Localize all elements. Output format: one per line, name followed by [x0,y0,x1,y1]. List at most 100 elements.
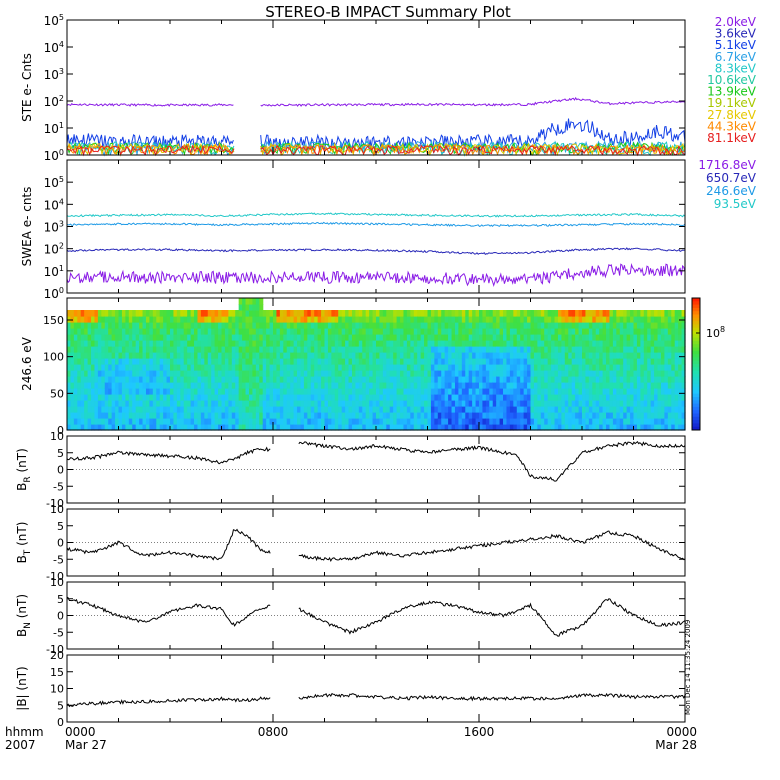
heatmap-cell [406,418,411,425]
heatmap-cell [544,328,549,335]
heatmap-cell [327,406,332,413]
heatmap-cell [84,406,89,413]
heatmap-cell [327,334,332,341]
heatmap-cell [276,400,281,407]
heatmap-cell [252,424,257,431]
y-tick-label: -10 [46,643,64,656]
heatmap-cell [183,322,188,329]
colorbar-cell [692,311,700,315]
heatmap-cell [259,304,264,311]
heatmap-cell [379,394,384,401]
heatmap-cell [561,412,566,419]
heatmap-cell [430,310,435,317]
heatmap-cell [427,328,432,335]
heatmap-cell [228,406,233,413]
heatmap-cell [674,352,679,359]
heatmap-cell [557,328,562,335]
heatmap-cell [152,364,157,371]
heatmap-cell [149,334,154,341]
heatmap-cell [279,346,284,353]
y-tick-label: 102 [44,242,64,257]
heatmap-cell [647,364,652,371]
heatmap-cell [67,322,72,329]
heatmap-cell [430,328,435,335]
heatmap-cell [108,412,113,419]
heatmap-cell [125,316,130,323]
heatmap-cell [255,406,260,413]
heatmap-cell [533,412,538,419]
heatmap-cell [190,340,195,347]
heatmap-cell [454,424,459,431]
heatmap-cell [87,376,92,383]
heatmap-cell [561,340,566,347]
heatmap-cell [516,352,521,359]
y-tick-label: 103 [44,67,64,82]
heatmap-cell [616,346,621,353]
heatmap-cell [327,352,332,359]
heatmap-cell [578,406,583,413]
heatmap-cell [190,418,195,425]
legend-entry: 3.6keV [715,27,757,41]
heatmap-cell [578,316,583,323]
heatmap-cell [568,424,573,431]
heatmap-cell [444,352,449,359]
heatmap-cell [499,310,504,317]
heatmap-cell [503,382,508,389]
heatmap-cell [602,424,607,431]
heatmap-cell [660,388,665,395]
heatmap-cell [348,400,353,407]
heatmap-cell [379,400,384,407]
heatmap-cell [592,364,597,371]
heatmap-cell [592,358,597,365]
heatmap-cell [403,376,408,383]
heatmap-cell [427,412,432,419]
heatmap-cell [317,364,322,371]
heatmap-cell [73,376,78,383]
heatmap-cell [111,424,116,431]
heatmap-cell [479,346,484,353]
heatmap-cell [568,340,573,347]
heatmap-cell [145,346,150,353]
heatmap-cell [671,358,676,365]
heatmap-cell [382,400,387,407]
y-tick-label: 104 [44,197,64,212]
colorbar-cell [692,400,700,405]
heatmap-cell [204,394,209,401]
heatmap-cell [362,370,367,377]
heatmap-cell [125,424,130,431]
heatmap-cell [482,328,487,335]
heatmap-cell [80,322,85,329]
heatmap-cell [128,424,133,431]
heatmap-cell [530,364,535,371]
heatmap-cell [647,370,652,377]
heatmap-cell [437,418,442,425]
heatmap-cell [482,334,487,341]
heatmap-cell [475,388,480,395]
heatmap-cell [279,388,284,395]
heatmap-cell [242,412,247,419]
heatmap-cell [527,346,532,353]
heatmap-cell [166,334,171,341]
heatmap-cell [595,376,600,383]
heatmap-cell [643,406,648,413]
heatmap-cell [372,310,377,317]
heatmap-cell [451,340,456,347]
heatmap-cell [410,382,415,389]
heatmap-cell [582,328,587,335]
heatmap-cell [650,310,655,317]
heatmap-cell [582,412,587,419]
heatmap-cell [485,406,490,413]
heatmap-cell [331,328,336,335]
heatmap-cell [410,406,415,413]
heatmap-cell [640,382,645,389]
heatmap-cell [523,418,528,425]
heatmap-cell [121,340,126,347]
heatmap-cell [671,394,676,401]
heatmap-cell [427,424,432,431]
heatmap-cell [537,328,542,335]
heatmap-cell [149,382,154,389]
heatmap-cell [499,352,504,359]
heatmap-cell [231,334,236,341]
legend-entry: 19.1keV [707,96,757,110]
heatmap-cell [561,358,566,365]
